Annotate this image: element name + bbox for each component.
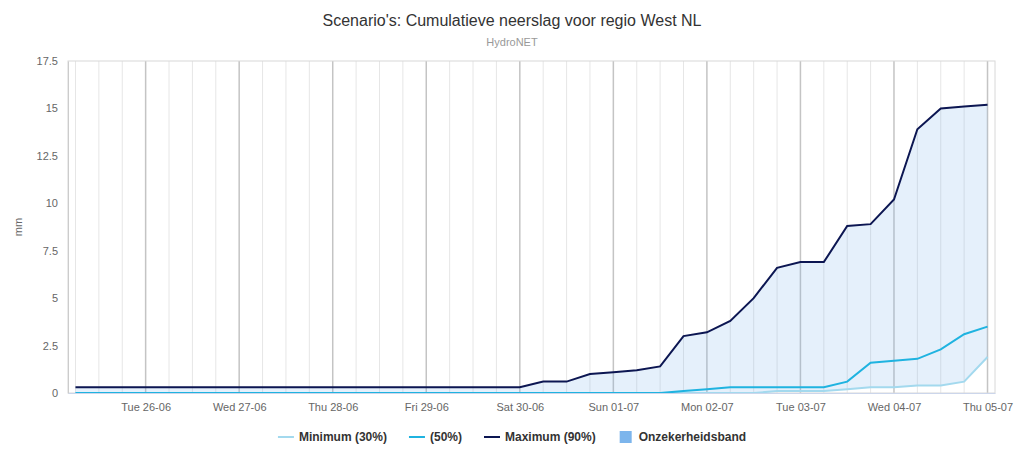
grid-line xyxy=(660,61,661,393)
y-tick: 15 xyxy=(46,102,68,114)
y-axis-line xyxy=(68,62,69,394)
legend-label: Onzekerheidsband xyxy=(639,430,746,444)
grid-line xyxy=(636,61,637,393)
grid-line xyxy=(122,61,123,393)
x-tick: Wed 04-07 xyxy=(868,393,922,413)
x-axis-line xyxy=(69,393,996,394)
y-tick-label: 15 xyxy=(46,102,58,114)
grid-line xyxy=(449,61,450,393)
legend-symbol xyxy=(409,436,425,438)
y-tick: 5 xyxy=(52,292,68,304)
x-tick-label: Tue 26-06 xyxy=(121,401,171,413)
y-tick-label: 0 xyxy=(52,387,58,399)
grid-line xyxy=(566,61,567,393)
x-tick: Fri 29-06 xyxy=(405,393,449,413)
y-tick-label: 10 xyxy=(46,197,58,209)
grid-line xyxy=(402,61,403,393)
y-tick: 12.5 xyxy=(37,150,68,162)
legend-item[interactable]: Onzekerheidsband xyxy=(620,430,746,444)
x-tick-label: Thu 28-06 xyxy=(308,401,358,413)
y-tick: 7.5 xyxy=(43,245,68,257)
legend-item[interactable]: Maximum (90%) xyxy=(484,430,596,444)
subtitle: HydroNET xyxy=(486,36,538,48)
grid-line xyxy=(426,61,428,393)
grid-line xyxy=(519,61,521,393)
grid-line xyxy=(145,61,147,393)
y-tick-label: 12.5 xyxy=(37,150,58,162)
grid-line xyxy=(356,61,357,393)
legend-label: (50%) xyxy=(430,430,462,444)
grid-line xyxy=(215,61,216,393)
grid-line xyxy=(192,61,193,393)
title: Scenario's: Cumulatieve neerslag voor re… xyxy=(323,12,702,29)
y-tick: 0 xyxy=(52,387,68,399)
x-tick-label: Sun 01-07 xyxy=(588,401,639,413)
y-axis: 0 2.5 5 7.5 10 12.5 15 17.5 xyxy=(37,55,69,399)
x-tick-label: Wed 04-07 xyxy=(868,401,922,413)
x-tick: Mon 02-07 xyxy=(681,393,734,413)
x-tick: Wed 27-06 xyxy=(213,393,267,413)
legend-symbol xyxy=(278,436,294,438)
y-axis-title: mm xyxy=(12,218,24,236)
grid-line xyxy=(285,61,286,393)
grid-line xyxy=(473,61,474,393)
chart: Scenario's: Cumulatieve neerslag voor re… xyxy=(0,0,1024,462)
y-tick-label: 5 xyxy=(52,292,58,304)
x-tick-label: Tue 03-07 xyxy=(776,401,826,413)
y-tick-label: 7.5 xyxy=(43,245,58,257)
grid-line xyxy=(238,61,240,393)
grid-line xyxy=(309,61,310,393)
x-tick: Tue 03-07 xyxy=(776,393,826,413)
grid-line xyxy=(332,61,334,393)
x-tick: Thu 05-07 xyxy=(963,393,1013,413)
legend-symbol xyxy=(620,431,632,443)
x-tick: Thu 28-06 xyxy=(308,393,358,413)
grid xyxy=(75,61,987,393)
legend: Minimum (30%) (50%) Maximum (90%) Onzekerhe… xyxy=(278,430,746,444)
grid-line xyxy=(543,61,544,393)
legend-item[interactable]: Minimum (30%) xyxy=(278,430,387,444)
x-tick: Tue 26-06 xyxy=(121,393,171,413)
legend-symbol xyxy=(484,436,500,438)
grid-line xyxy=(169,61,170,393)
x-tick-label: Mon 02-07 xyxy=(681,401,734,413)
plot-frame xyxy=(68,61,995,393)
y-tick: 2.5 xyxy=(43,340,68,352)
grid-line xyxy=(98,61,99,393)
grid-line xyxy=(379,61,380,393)
grid-line xyxy=(589,61,590,393)
x-tick-label: Fri 29-06 xyxy=(405,401,449,413)
y-tick-label: 17.5 xyxy=(37,55,58,67)
series-line xyxy=(75,105,987,388)
x-tick-label: Thu 05-07 xyxy=(963,401,1013,413)
legend-label: Minimum (30%) xyxy=(299,430,387,444)
grid-line xyxy=(496,61,497,393)
x-tick-label: Sat 30-06 xyxy=(496,401,544,413)
x-tick: Sun 01-07 xyxy=(588,393,639,413)
x-tick-label: Wed 27-06 xyxy=(213,401,267,413)
grid-line xyxy=(613,61,615,393)
legend-label: Maximum (90%) xyxy=(505,430,596,444)
x-tick: Sat 30-06 xyxy=(496,393,544,413)
series-line xyxy=(75,327,987,393)
x-axis: Tue 26-06 Wed 27-06 Thu 28-06 Fri 29-06 Sat … xyxy=(69,393,1014,413)
plot-area xyxy=(75,105,987,393)
grid-line xyxy=(262,61,263,393)
legend-item[interactable]: (50%) xyxy=(409,430,462,444)
grid-line xyxy=(75,61,76,393)
uncertainty-band xyxy=(75,105,987,393)
y-tick-label: 2.5 xyxy=(43,340,58,352)
y-tick: 10 xyxy=(46,197,68,209)
y-tick: 17.5 xyxy=(37,55,68,67)
